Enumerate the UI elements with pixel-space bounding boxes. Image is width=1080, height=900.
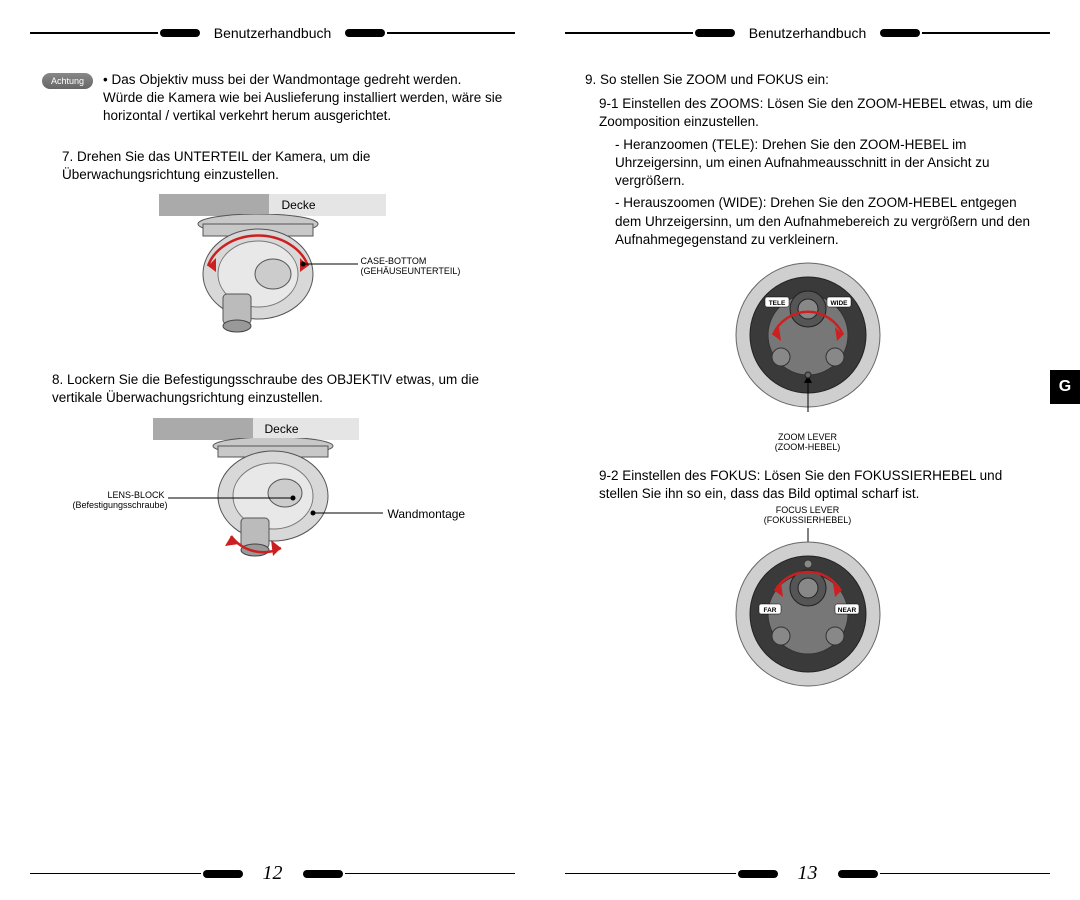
- header-rule: [565, 32, 693, 34]
- tele-label: TELE: [768, 300, 785, 307]
- achtung-row: Achtung • Das Objektiv muss bei der Wand…: [42, 71, 503, 126]
- step-9: 9. So stellen Sie ZOOM und FOKUS ein:: [585, 71, 1038, 89]
- left-content: Achtung • Das Objektiv muss bei der Wand…: [30, 71, 515, 850]
- focus-dome-diagram: FAR NEAR: [723, 526, 893, 691]
- fig1-callout-line1: CASE-BOTTOM: [361, 256, 461, 266]
- step-9-1b: - Herauszoomen (WIDE): Drehen Sie den ZO…: [615, 194, 1038, 249]
- figure-1: Decke: [42, 194, 503, 349]
- zoom-figure: TELE WIDE ZOOM LEVER (ZOOM-HEBEL): [577, 257, 1038, 453]
- figure-2: Decke: [73, 418, 473, 583]
- focus-figure: FOCUS LEVER (FOKUSSIERHEBEL) FAR NEAR: [577, 505, 1038, 691]
- step-9-2: 9-2 Einstellen des FOKUS: Lösen Sie den …: [599, 467, 1038, 503]
- fig1-callout-line2: (GEHÄUSEUNTERTEIL): [361, 266, 461, 276]
- near-label: NEAR: [837, 607, 856, 614]
- section-tab-g: G: [1050, 370, 1080, 404]
- header-title: Benutzerhandbuch: [737, 25, 879, 41]
- ceiling-bar-dark: [153, 418, 253, 440]
- header-rule: [387, 32, 515, 34]
- ceiling-bar-light: Decke: [269, 194, 385, 216]
- fig1-callout: CASE-BOTTOM (GEHÄUSEUNTERTEIL): [361, 256, 461, 277]
- step-8: 8. Lockern Sie die Befestigungsschraube …: [52, 371, 503, 407]
- page-number: 13: [780, 862, 836, 885]
- page-header: Benutzerhandbuch: [565, 25, 1050, 41]
- header-rule: [30, 32, 158, 34]
- step-9-1: 9-1 Einstellen des ZOOMS: Lösen Sie den …: [599, 95, 1038, 131]
- footer-pill: [303, 870, 343, 878]
- step-7: 7. Drehen Sie das UNTERTEIL der Kamera, …: [62, 148, 503, 184]
- page-footer: 13: [565, 850, 1050, 885]
- step-9-1a: - Heranzoomen (TELE): Drehen Sie den ZOO…: [615, 136, 1038, 191]
- zoom-caption-2: (ZOOM-HEBEL): [775, 442, 841, 452]
- header-rule: [922, 32, 1050, 34]
- right-page: Benutzerhandbuch 9. So stellen Sie ZOOM …: [565, 25, 1050, 885]
- header-title: Benutzerhandbuch: [202, 25, 344, 41]
- page-header: Benutzerhandbuch: [30, 25, 515, 41]
- zoom-caption-1: ZOOM LEVER: [775, 432, 841, 442]
- wide-label: WIDE: [830, 300, 848, 307]
- far-label: FAR: [763, 607, 776, 614]
- footer-rule: [565, 873, 736, 875]
- header-pill: [345, 29, 385, 37]
- footer-rule: [30, 873, 201, 875]
- fig2-left-callout-2: (Befestigungsschraube): [73, 500, 165, 510]
- left-page: Benutzerhandbuch Achtung • Das Objektiv …: [30, 25, 515, 885]
- footer-pill: [738, 870, 778, 878]
- header-pill: [160, 29, 200, 37]
- header-pill: [695, 29, 735, 37]
- footer-pill: [838, 870, 878, 878]
- achtung-text: • Das Objektiv muss bei der Wandmontage …: [103, 71, 503, 126]
- page-number: 12: [245, 862, 301, 885]
- header-pill: [880, 29, 920, 37]
- footer-rule: [880, 873, 1051, 875]
- camera-diagram-1: [103, 214, 443, 344]
- page-footer: 12: [30, 850, 515, 885]
- fig2-right-callout: Wandmontage: [388, 508, 466, 522]
- zoom-caption: ZOOM LEVER (ZOOM-HEBEL): [775, 432, 841, 453]
- footer-pill: [203, 870, 243, 878]
- focus-caption: FOCUS LEVER (FOKUSSIERHEBEL): [764, 505, 852, 526]
- fig2-left-callout-1: LENS-BLOCK: [73, 490, 165, 500]
- ceiling-bar-light: Decke: [253, 418, 359, 440]
- fig2-left-callout: LENS-BLOCK (Befestigungsschraube): [73, 490, 165, 511]
- footer-rule: [345, 873, 516, 875]
- focus-caption-2: (FOKUSSIERHEBEL): [764, 515, 852, 525]
- zoom-dome-diagram: TELE WIDE: [723, 257, 893, 432]
- ceiling-bar-dark: [159, 194, 269, 216]
- achtung-badge: Achtung: [42, 73, 93, 89]
- focus-caption-1: FOCUS LEVER: [764, 505, 852, 515]
- right-content: 9. So stellen Sie ZOOM und FOKUS ein: 9-…: [565, 71, 1050, 850]
